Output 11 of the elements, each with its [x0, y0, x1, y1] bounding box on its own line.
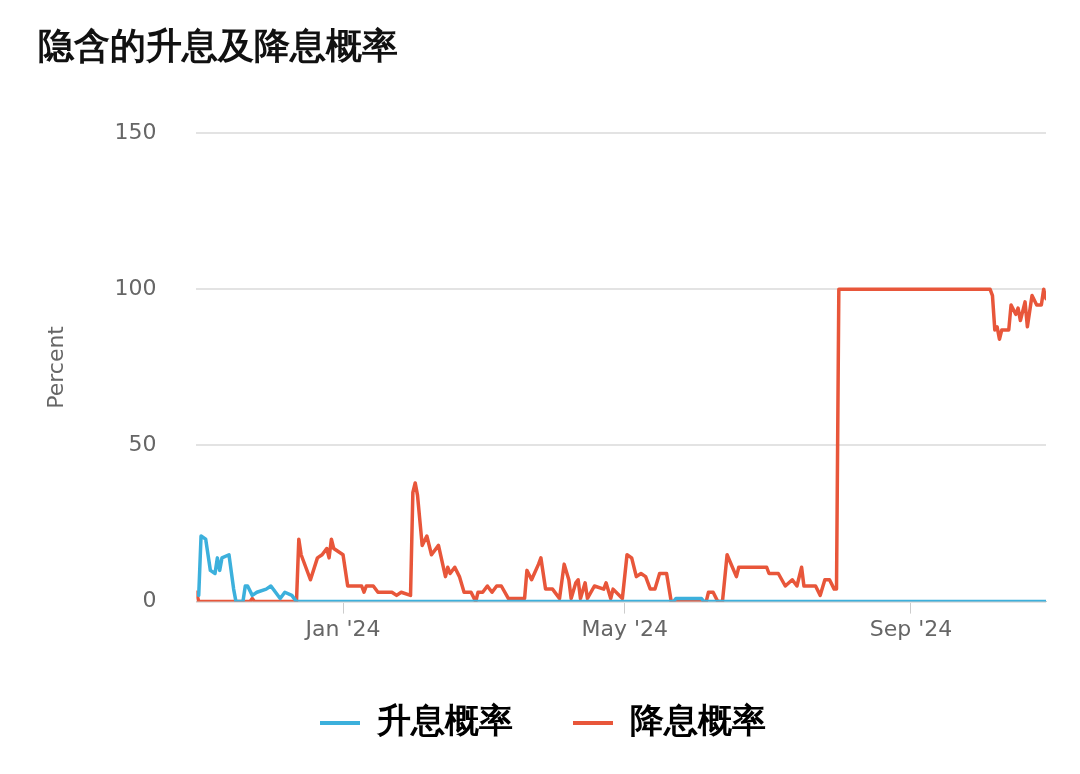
x-tick-label: Jan '24	[303, 615, 381, 641]
chart-title: 隐含的升息及降息概率	[38, 24, 398, 68]
y-tick-label: 0	[142, 587, 157, 613]
legend-label: 降息概率	[630, 699, 766, 740]
y-tick-label: 50	[128, 431, 157, 457]
x-tick-label: May '24	[581, 615, 668, 641]
y-tick-label: 150	[114, 118, 157, 144]
y-tick-label: 100	[114, 275, 157, 301]
y-axis-title: Percent	[42, 325, 68, 409]
x-tick-label: Sep '24	[869, 615, 953, 641]
legend-label: 升息概率	[376, 699, 513, 740]
